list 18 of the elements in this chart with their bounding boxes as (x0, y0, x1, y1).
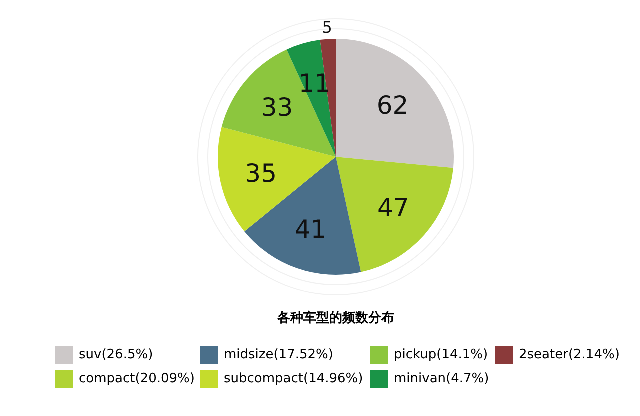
legend-label: minivan(4.7%) (394, 372, 490, 386)
legend-label: suv(26.5%) (79, 348, 154, 362)
data-label: 33 (261, 93, 294, 122)
data-label: 41 (294, 214, 327, 244)
data-label: 47 (378, 193, 410, 222)
pie-slice (336, 157, 454, 272)
pie-slice (244, 157, 362, 275)
legend-label: 2seater(2.14%) (519, 348, 620, 362)
legend-label: compact(20.09%) (79, 372, 195, 386)
legend-label: midsize(17.52%) (224, 348, 334, 362)
data-label: 35 (245, 158, 277, 188)
pie-slice (336, 39, 454, 168)
legend-label: subcompact(14.96%) (224, 372, 364, 386)
data-label: 62 (376, 90, 409, 120)
pie-slice (222, 50, 336, 157)
legend-label: pickup(14.1%) (394, 348, 488, 362)
text: 各种车型的频数分布 (276, 310, 394, 326)
data-label: 5 (322, 18, 332, 37)
